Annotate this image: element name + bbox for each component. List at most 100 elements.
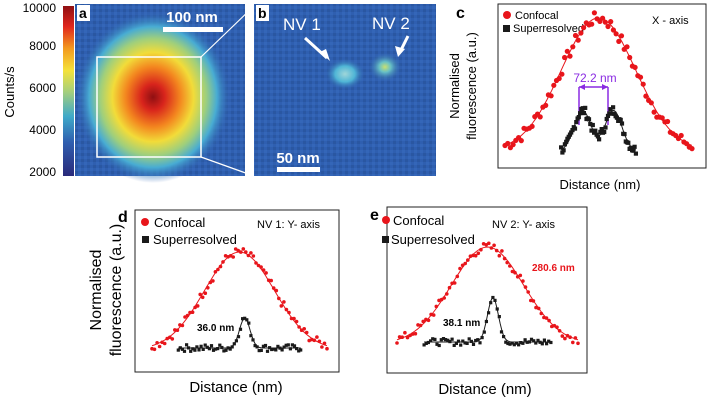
panel-letter: c xyxy=(456,5,465,22)
superresolved-point xyxy=(187,346,191,350)
superresolved-point xyxy=(532,339,536,343)
fwhm-label: 72.2 nm xyxy=(573,71,616,85)
superresolved-point xyxy=(222,349,226,353)
fwhm-arrowhead-right xyxy=(602,84,608,90)
superresolved-point xyxy=(561,148,566,153)
superresolved-point xyxy=(251,338,255,342)
superresolved-point xyxy=(214,347,218,351)
superresolved-point xyxy=(608,107,613,112)
superresolved-point xyxy=(176,348,180,352)
superresolved-point xyxy=(576,115,581,120)
superresolved-point xyxy=(603,125,608,130)
axis-note: NV 1: Y- axis xyxy=(257,219,320,231)
nv2-label: NV 2 xyxy=(372,14,410,33)
confocal-point xyxy=(510,142,516,148)
confocal-point xyxy=(269,278,274,283)
confocal-point xyxy=(231,255,235,259)
superresolved-point xyxy=(578,111,583,116)
panel-b: b NV 1 NV 2 50 nm xyxy=(254,4,436,176)
confocal-point xyxy=(648,100,654,106)
superresolved-point xyxy=(597,137,602,142)
x-axis-label: Distance (nm) xyxy=(189,379,282,396)
superresolved-point xyxy=(424,341,428,345)
confocal-point xyxy=(170,337,175,341)
confocal-point xyxy=(241,247,246,251)
legend-marker-superresolved xyxy=(503,25,510,32)
confocal-point xyxy=(460,263,465,268)
confocal-point xyxy=(589,21,595,27)
confocal-point xyxy=(591,10,598,16)
superresolved-point xyxy=(270,347,274,352)
confocal-point xyxy=(567,53,573,59)
confocal-point xyxy=(640,81,646,87)
superresolved-point xyxy=(211,348,216,352)
confocal-point xyxy=(637,74,644,80)
plot-area xyxy=(150,247,329,353)
confocal-point xyxy=(463,261,468,266)
superresolved-point xyxy=(201,347,205,351)
superresolved-point xyxy=(295,347,299,351)
superresolved-point xyxy=(224,348,228,352)
superresolved-point xyxy=(276,344,280,348)
confocal-point xyxy=(312,338,317,343)
superresolved-point xyxy=(521,341,525,345)
confocal-point xyxy=(458,266,462,271)
confocal-point xyxy=(539,311,544,316)
confocal-point xyxy=(304,330,309,335)
superresolved-point xyxy=(178,346,182,350)
superresolved-point xyxy=(602,129,607,135)
superresolved-point xyxy=(562,142,567,147)
confocal-point xyxy=(284,307,289,312)
confocal-point xyxy=(564,48,570,54)
legend-marker-confocal xyxy=(141,218,149,226)
confocal-point xyxy=(256,263,261,268)
confocal-point xyxy=(442,296,447,300)
confocal-point xyxy=(403,330,407,335)
superresolved-point xyxy=(261,344,265,348)
superresolved-point xyxy=(245,318,249,322)
superresolved-point xyxy=(609,111,614,116)
legend-marker-confocal xyxy=(503,11,511,19)
confocal-point xyxy=(431,313,436,317)
plot-frame xyxy=(386,206,588,374)
superresolved-point xyxy=(567,132,573,137)
nv1-arrowhead xyxy=(320,49,330,61)
legend-confocal: Confocal xyxy=(393,213,444,228)
superresolved-point xyxy=(474,338,478,343)
confocal-point xyxy=(259,265,263,269)
superresolved-point xyxy=(586,117,592,122)
superresolved-point xyxy=(292,344,297,348)
confocal-point xyxy=(261,268,266,272)
confocal-point xyxy=(562,54,568,61)
superresolved-point xyxy=(581,111,586,116)
superresolved-point xyxy=(205,345,209,349)
superresolved-point xyxy=(484,319,488,324)
confocal-point xyxy=(571,340,575,345)
confocal-point xyxy=(557,329,562,333)
confocal-point xyxy=(556,75,562,82)
superresolved-point xyxy=(599,127,604,132)
confocal-point xyxy=(659,115,665,121)
confocal-point xyxy=(152,347,157,352)
confocal-point xyxy=(434,304,439,309)
superresolved-point xyxy=(426,340,430,345)
superresolved-point xyxy=(510,341,514,345)
confocal-point xyxy=(397,335,402,339)
superresolved-point xyxy=(232,342,236,346)
superresolved-point xyxy=(249,334,253,338)
confocal-point xyxy=(264,271,268,275)
superresolved-point xyxy=(514,341,519,345)
y-axis-label: Normalised xyxy=(88,250,105,331)
confocal-point xyxy=(581,25,587,31)
superresolved-point xyxy=(489,301,493,305)
superresolved-point xyxy=(189,349,193,353)
confocal-point xyxy=(576,341,580,346)
axis-note: X - axis xyxy=(652,15,689,27)
confocal-point xyxy=(200,295,205,300)
confocal-point xyxy=(211,279,215,283)
confocal-point xyxy=(479,247,483,252)
superresolved-point xyxy=(598,129,603,134)
superresolved-point xyxy=(282,345,286,349)
confocal-point xyxy=(236,248,240,253)
nv2-spot xyxy=(368,52,402,82)
